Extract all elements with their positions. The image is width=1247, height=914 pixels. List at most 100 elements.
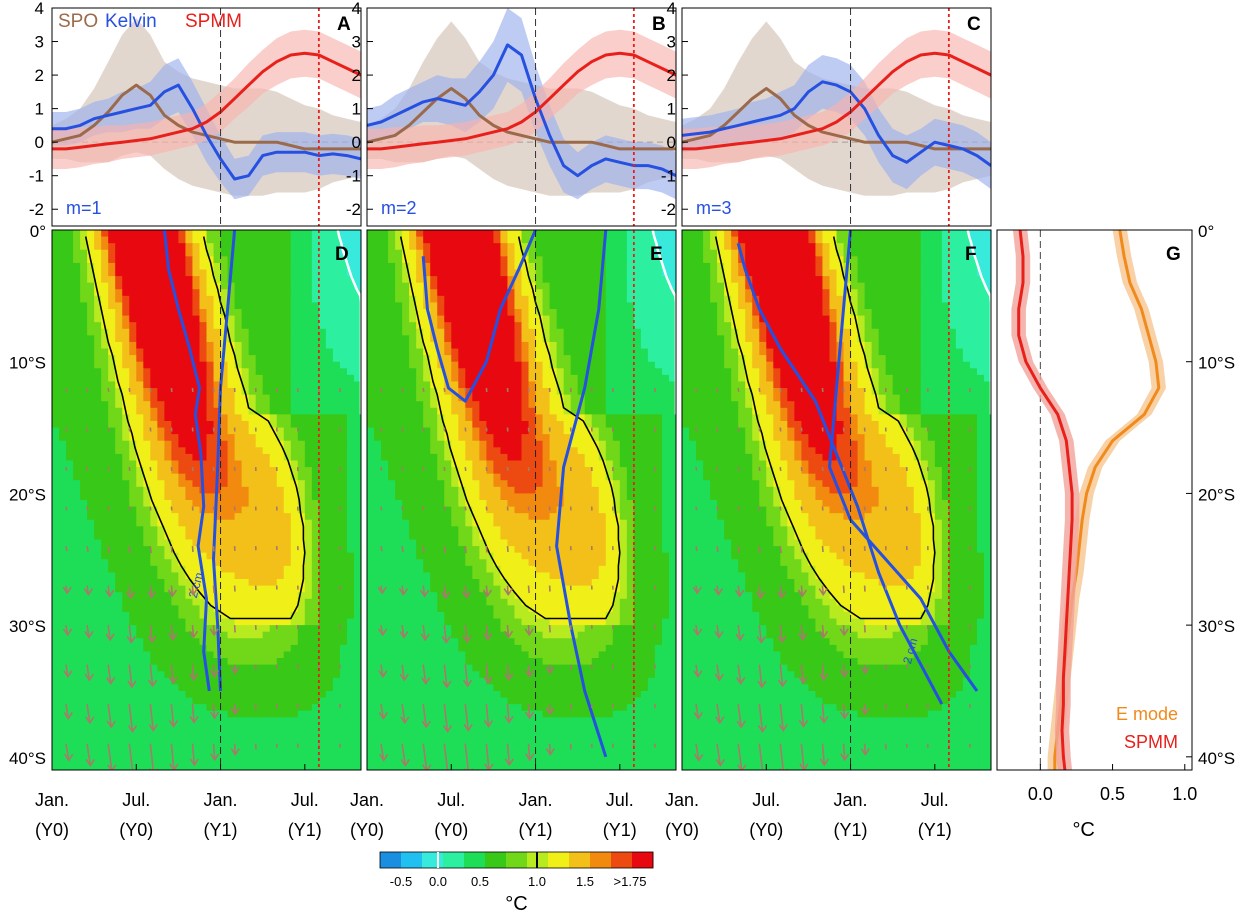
sst-cell <box>283 723 292 732</box>
sst-cell <box>521 322 530 330</box>
sst-cell <box>647 269 656 277</box>
sst-cell <box>311 519 320 527</box>
sst-cell <box>395 328 403 336</box>
sst-cell <box>437 368 445 376</box>
sst-cell <box>52 388 60 396</box>
sst-cell <box>535 361 544 369</box>
sst-cell <box>647 388 656 396</box>
sst-cell <box>262 710 271 718</box>
sst-cell <box>213 651 222 659</box>
sst-cell <box>346 473 355 481</box>
sst-cell <box>318 539 327 547</box>
sst-cell <box>136 256 144 264</box>
sst-cell <box>115 638 123 646</box>
sst-cell <box>108 256 116 264</box>
sst-cell <box>185 473 194 481</box>
sst-cell <box>605 335 614 343</box>
sst-cell <box>234 638 243 646</box>
sst-cell <box>472 368 480 376</box>
sst-cell <box>521 374 530 383</box>
sst-cell <box>122 328 130 336</box>
sst-cell <box>269 361 278 369</box>
sst-cell <box>192 532 201 541</box>
sst-cell <box>108 618 116 626</box>
sst-cell <box>129 552 137 560</box>
sst-cell <box>87 559 95 567</box>
sst-cell <box>248 565 257 574</box>
sst-cell <box>612 368 621 376</box>
sst-cell <box>276 513 285 521</box>
sst-cell <box>255 565 264 574</box>
sst-cell <box>185 677 194 685</box>
sst-cell <box>374 262 382 271</box>
sst-cell <box>661 388 670 396</box>
sst-cell <box>178 401 187 409</box>
sst-cell <box>59 664 67 672</box>
sst-cell <box>66 611 74 620</box>
sst-cell <box>157 546 165 554</box>
sst-cell <box>332 704 341 712</box>
sst-cell <box>227 348 236 356</box>
sst-cell <box>94 743 102 751</box>
sst-cell <box>353 500 361 508</box>
sst-cell <box>185 651 194 659</box>
sst-cell <box>290 269 299 277</box>
sst-cell <box>150 420 158 429</box>
sst-cell <box>234 269 243 277</box>
sst-cell <box>388 322 396 330</box>
sst-cell <box>339 407 348 415</box>
sst-cell <box>87 368 95 376</box>
sst-cell <box>325 427 334 435</box>
sst-cell <box>269 671 278 679</box>
sst-cell <box>346 618 355 626</box>
sst-cell <box>304 631 313 639</box>
wind-arrow <box>191 743 196 765</box>
sst-cell <box>577 335 586 343</box>
sst-cell <box>108 315 116 323</box>
sst-cell <box>577 322 586 330</box>
sst-cell <box>465 262 473 271</box>
sst-cell <box>129 513 137 521</box>
sst-cell <box>178 697 187 705</box>
sst-cell <box>318 282 327 290</box>
sst-cell <box>241 644 250 653</box>
sst-cell <box>227 526 236 534</box>
sst-cell <box>297 658 306 666</box>
sst-cell <box>185 756 194 765</box>
sst-cell <box>444 243 452 251</box>
sst-cell <box>101 611 109 620</box>
sst-cell <box>619 302 628 310</box>
spmm-line <box>367 51 676 151</box>
sst-cell <box>87 440 95 448</box>
sst-cell <box>199 690 208 699</box>
sst-cell <box>241 730 250 738</box>
sst-cell <box>661 368 670 376</box>
sst-cell <box>213 690 222 699</box>
sst-cell <box>528 381 537 389</box>
sst-cell <box>59 644 67 653</box>
sst-cell <box>563 348 572 356</box>
sst-cell <box>661 262 670 271</box>
sst-cell <box>563 269 572 277</box>
sst-cell <box>598 381 607 389</box>
sst-cell <box>332 473 341 481</box>
sst-cell <box>73 302 81 310</box>
sst-cell <box>346 572 355 580</box>
sst-cell <box>94 532 102 541</box>
sst-cell <box>73 276 81 284</box>
sst-cell <box>325 697 334 705</box>
sst-cell <box>283 394 292 402</box>
sst-cell <box>171 690 180 699</box>
sst-cell <box>143 282 151 290</box>
sst-cell <box>647 276 656 284</box>
sst-cell <box>115 262 123 271</box>
sst-cell <box>192 355 201 363</box>
sst-cell <box>164 341 172 350</box>
sst-cell <box>549 328 558 336</box>
sst-cell <box>94 460 102 468</box>
sst-cell <box>220 513 229 521</box>
sst-cell <box>325 243 334 251</box>
sst-cell <box>234 605 243 613</box>
sst-cell <box>143 638 151 646</box>
sst-cell <box>185 407 194 415</box>
